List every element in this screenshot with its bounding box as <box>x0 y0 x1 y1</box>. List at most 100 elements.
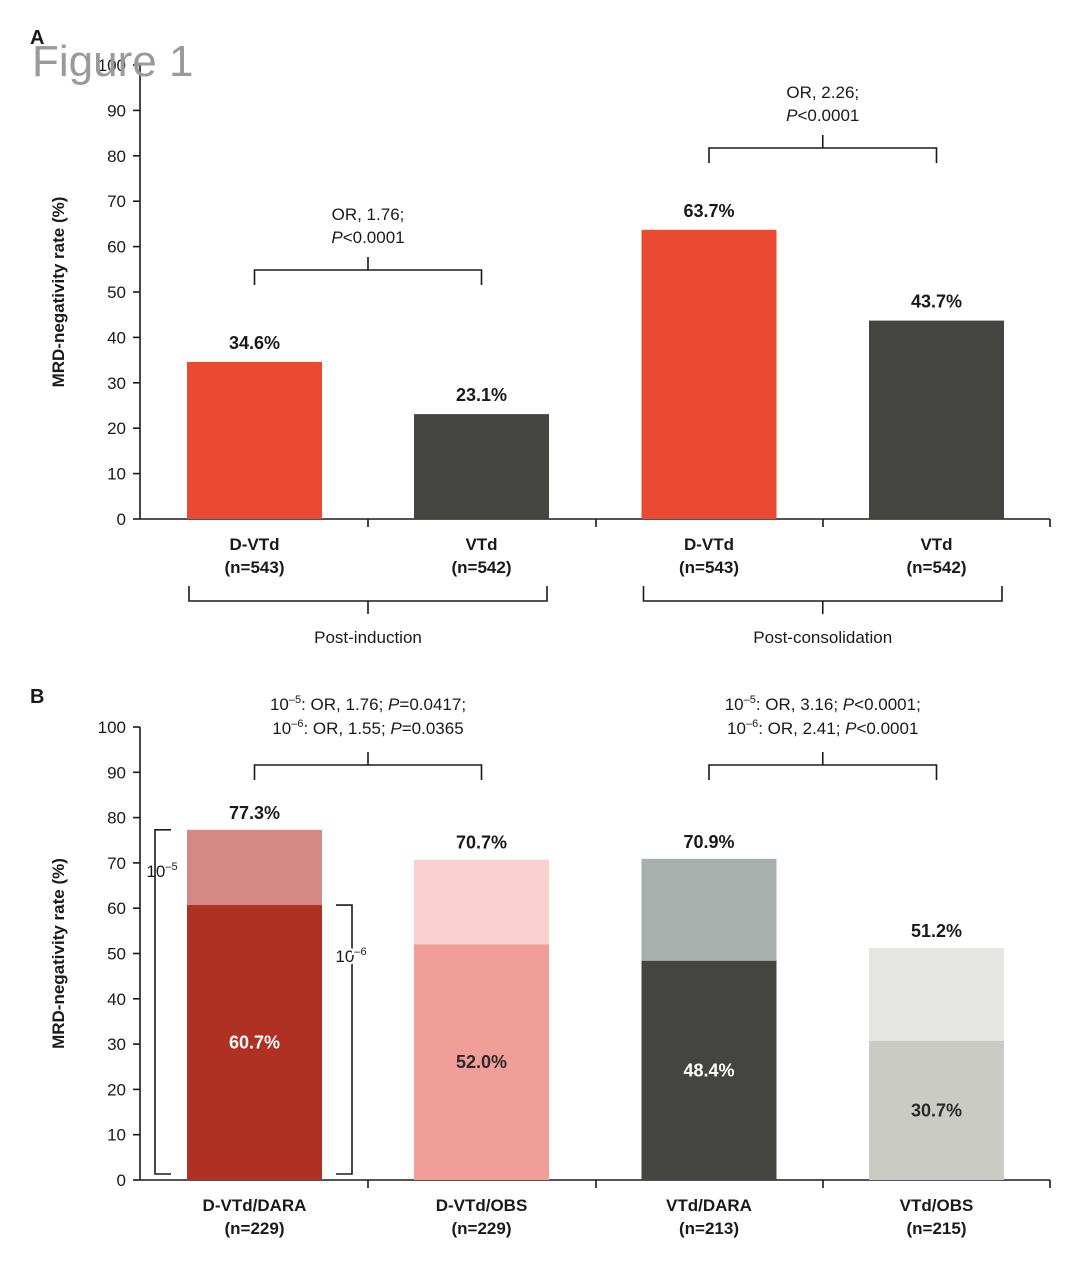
exponent: –6 <box>291 718 303 730</box>
panel-a-bar <box>187 361 322 519</box>
p-value: <0.0001; <box>854 695 921 714</box>
panel-a-value-label: 63.7% <box>683 201 734 221</box>
panel-b-comparison-line: 10–5: OR, 1.76; P=0.0417; <box>270 694 466 714</box>
panel-a-x-category-n: (n=543) <box>225 558 285 577</box>
panel-b-bar-1e6 <box>641 960 777 1180</box>
panel-b-comparison-bracket <box>708 752 938 780</box>
panel-a-comparison-or: OR, 1.76; <box>332 205 405 224</box>
panel-a-y-axis-label: MRD-negativity rate (%) <box>49 197 68 388</box>
panel-b-y-axis-label: MRD-negativity rate (%) <box>49 858 68 1049</box>
panel-a-comparison-bracket <box>253 257 483 285</box>
panel-a-group-bracket <box>188 586 548 614</box>
panel-b-x-category-n: (n=229) <box>452 1219 512 1238</box>
panel-b-y-tick-label: 60 <box>107 899 126 918</box>
panel-a-y-tick-label: 0 <box>117 510 126 529</box>
panel-a-bar <box>414 414 549 519</box>
panel-b-x-category-label: VTd/DARA <box>666 1196 752 1215</box>
panel-b-x-category-label: D-VTd/OBS <box>436 1196 528 1215</box>
exponent: –6 <box>746 718 758 730</box>
exponent: –5 <box>289 694 301 706</box>
panel-b-y-tick-label: 0 <box>117 1171 126 1190</box>
panel-b-value-label-1e5: 70.7% <box>456 833 507 853</box>
panel-a-value-label: 23.1% <box>456 385 507 405</box>
p-value: <0.0001 <box>343 228 405 247</box>
panel-b-x-category-label: D-VTd/DARA <box>203 1196 307 1215</box>
panel-a-y-tick-label: 50 <box>107 283 126 302</box>
panel-a-y-tick-label: 70 <box>107 192 126 211</box>
panel-b-bar-1e6 <box>414 944 549 1180</box>
panel-a-comparison-p: P<0.0001 <box>331 228 404 247</box>
panel-b-y-tick-label: 30 <box>107 1035 126 1054</box>
base: 10 <box>146 862 165 881</box>
panel-b-y-tick-label: 70 <box>107 854 126 873</box>
panel-a-group-label: Post-induction <box>314 628 422 647</box>
panel-a-letter: A <box>30 27 44 49</box>
p-value: =0.0365 <box>402 719 464 738</box>
panel-b-y-tick-label: 40 <box>107 990 126 1009</box>
panel-a-y-tick-label: 30 <box>107 374 126 393</box>
panel-b-comparison-line: 10–6: OR, 1.55; P=0.0365 <box>272 718 463 738</box>
p-value: <0.0001 <box>797 106 859 125</box>
exponent: –6 <box>354 946 366 958</box>
p-italic: P <box>843 695 855 714</box>
exponent: –5 <box>744 694 756 706</box>
panel-a-comparison-or: OR, 2.26; <box>786 83 859 102</box>
panel-a-x-category-n: (n=543) <box>679 558 739 577</box>
panel-a-chart: 0 10 20 30 40 50 60 70 80 90 100 MRD-negativity rat… <box>49 56 1051 647</box>
panel-b-x-category-n: (n=213) <box>679 1219 739 1238</box>
panel-b-value-label-1e6: 48.4% <box>683 1060 734 1080</box>
panel-b-value-label-1e5: 77.3% <box>229 803 280 823</box>
panel-a-y-tick-label: 40 <box>107 328 126 347</box>
panel-b-y-tick-label: 10 <box>107 1126 126 1145</box>
panel-b-bar-1e5 <box>641 858 777 961</box>
panel-a-y-tick-label: 60 <box>107 238 126 257</box>
panel-a-group-label: Post-consolidation <box>753 628 892 647</box>
panel-a-x-category-n: (n=542) <box>907 558 967 577</box>
panel-b-x-category-n: (n=229) <box>225 1219 285 1238</box>
figure-title: Figure 1 <box>32 37 193 86</box>
panel-b-bar-1e5 <box>869 948 1004 1041</box>
or-value: : OR, 3.16; <box>756 695 843 714</box>
panel-a-x-category-label: D-VTd <box>229 535 279 554</box>
base: 10 <box>272 719 291 738</box>
or-value: : OR, 1.55; <box>303 719 390 738</box>
panel-b-chart: 0 10 20 30 40 50 60 70 80 90 100 MRD-negativity rat… <box>49 694 1051 1238</box>
panel-a-group-bracket <box>642 586 1003 614</box>
or-value: : OR, 2.41; <box>758 719 845 738</box>
or-value: : OR, 1.76; <box>301 695 388 714</box>
panel-a-y-tick-label: 10 <box>107 465 126 484</box>
base: 10 <box>270 695 289 714</box>
panel-b-1e6-bracket <box>336 904 353 1175</box>
panel-b-letter: B <box>30 686 44 708</box>
panel-a-y-tick-label: 80 <box>107 147 126 166</box>
panel-b-1e6-bracket-label: 10–6 <box>335 946 366 966</box>
base: 10 <box>727 719 746 738</box>
panel-b-value-label-1e5: 51.2% <box>911 921 962 941</box>
panel-b-y-tick-label: 80 <box>107 809 126 828</box>
panel-a-bar <box>869 320 1004 519</box>
panel-a-x-category-label: D-VTd <box>684 535 734 554</box>
panel-a-y-tick-label: 90 <box>107 101 126 120</box>
panel-b-x-category-n: (n=215) <box>907 1219 967 1238</box>
panel-b-value-label-1e5: 70.9% <box>683 832 734 852</box>
panel-b-bar-1e6 <box>187 905 322 1180</box>
panel-b-1e5-bracket-label: 10–5 <box>146 861 177 881</box>
exponent: –5 <box>165 861 177 873</box>
panel-b-comparison-bracket <box>253 752 483 780</box>
panel-a-value-label: 43.7% <box>911 292 962 312</box>
panel-b-value-label-1e6: 60.7% <box>229 1033 280 1053</box>
panel-b-value-label-1e6: 30.7% <box>911 1100 962 1120</box>
panel-a-y-tick-label: 100 <box>98 56 126 75</box>
p-italic: P <box>388 695 400 714</box>
p-value: <0.0001 <box>857 719 919 738</box>
panel-a-x-category-label: VTd <box>465 535 497 554</box>
panel-a-y-tick-label: 20 <box>107 419 126 438</box>
panel-b-bar-1e5 <box>187 829 322 906</box>
panel-a-x-category-label: VTd <box>920 535 952 554</box>
base: 10 <box>335 947 354 966</box>
panel-b-x-category-label: VTd/OBS <box>900 1196 974 1215</box>
panel-b-comparison-line: 10–5: OR, 3.16; P<0.0001; <box>725 694 921 714</box>
p-italic: P <box>845 719 857 738</box>
panel-b-comparison-line: 10–6: OR, 2.41; P<0.0001 <box>727 718 918 738</box>
